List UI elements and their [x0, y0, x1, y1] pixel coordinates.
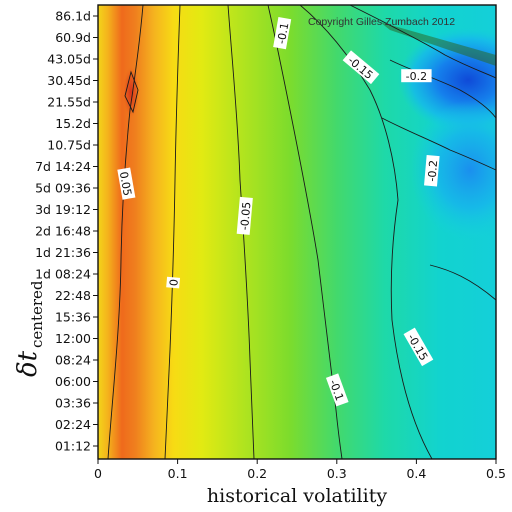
- y-tick-label: 3d 19:12: [35, 202, 91, 217]
- contour-label-background: [403, 327, 434, 367]
- contour-label-text: -0.2: [425, 160, 440, 183]
- contour-line-m0.05: [227, 5, 255, 459]
- blue-region-mid: [410, 100, 496, 240]
- y-axis-title-sub: centered: [28, 280, 46, 348]
- y-tick-label: 01:12: [55, 439, 91, 454]
- plot-frame: [97, 4, 497, 460]
- contour-line-m0.2a: [389, 59, 496, 119]
- contour-label-text: 0: [167, 279, 181, 287]
- y-tick-label: 86.1d: [55, 9, 91, 24]
- y-tick-label: 15:36: [55, 310, 91, 325]
- contour-label-background: [117, 167, 136, 200]
- y-tick-label: 1d 08:24: [35, 267, 91, 282]
- dark-band: [380, 22, 496, 66]
- contour-label: -0.2: [401, 69, 432, 83]
- y-tick-label: 2d 16:48: [35, 224, 91, 239]
- contour-label: -0.2: [424, 155, 440, 187]
- y-tick-label: 03:36: [55, 396, 91, 411]
- contour-label-text: 0.05: [117, 171, 134, 197]
- contour-label-background: [401, 69, 432, 83]
- y-axis-title-main: δt: [13, 350, 43, 377]
- copyright-text: Copyright Gilles Zumbach 2012: [308, 16, 455, 28]
- contour-label: -0.1: [273, 17, 292, 50]
- x-tick-label: 0.2: [247, 466, 267, 481]
- y-axis-ticks: 01:12 02:24 03:36 06:00 08:24 12:00 15:36 22:48…: [35, 9, 98, 454]
- contour-label-text: -0.05: [238, 201, 253, 230]
- x-tick-label: 0: [94, 466, 102, 481]
- y-tick-label: 1d 21:36: [35, 245, 91, 260]
- contour-label-background: [325, 373, 349, 407]
- plot-area: [98, 5, 496, 459]
- x-tick-label: 0.3: [327, 466, 347, 481]
- y-tick-label: 5d 09:36: [35, 181, 91, 196]
- contour-line-0: [164, 5, 181, 459]
- y-tick-label: 43.05d: [47, 52, 91, 67]
- contour-label-background: [273, 17, 292, 50]
- y-tick-label: 7d 14:24: [35, 159, 91, 174]
- contour-label-background: [236, 196, 253, 235]
- contour-label-text: -0.2: [406, 70, 427, 83]
- contour-line-m0.2b: [381, 117, 496, 171]
- y-tick-label: 22:48: [55, 288, 91, 303]
- contour-label-text: -0.1: [275, 22, 292, 45]
- x-axis-ticks: 0 0.1 0.2 0.3 0.4 0.5: [94, 459, 506, 481]
- contour-line-0.05-island: [124, 70, 139, 114]
- contour-label-background: [424, 155, 440, 187]
- y-tick-label: 12:00: [55, 331, 91, 346]
- x-tick-label: 0.4: [406, 466, 426, 481]
- contour-label: -0.05: [236, 196, 253, 235]
- y-tick-label: 02:24: [55, 417, 91, 432]
- contour-line-m0.2c: [429, 264, 496, 301]
- contour-line-0.05: [107, 5, 144, 459]
- contour-line-m0.15b: [349, 5, 496, 79]
- contour-label-background: [166, 276, 181, 289]
- contour-label: 0.05: [117, 167, 136, 200]
- y-tick-label: 21.55d: [47, 95, 91, 110]
- y-tick-label: 60.9d: [55, 30, 91, 45]
- y-tick-label: 10.75d: [47, 138, 91, 153]
- contour-line-m0.1a: [267, 5, 343, 459]
- y-axis-title: δt centered: [13, 280, 46, 377]
- y-tick-label: 08:24: [55, 353, 91, 368]
- contour-label-background: [342, 50, 380, 85]
- y-tick-label: 06:00: [55, 374, 91, 389]
- y-tick-label: 30.45d: [47, 73, 91, 88]
- contour-label: 0: [166, 276, 181, 289]
- x-tick-label: 0.5: [486, 466, 506, 481]
- y-tick-label: 15.2d: [55, 116, 91, 131]
- x-axis-title: historical volatility: [207, 485, 387, 507]
- x-tick-label: 0.1: [168, 466, 188, 481]
